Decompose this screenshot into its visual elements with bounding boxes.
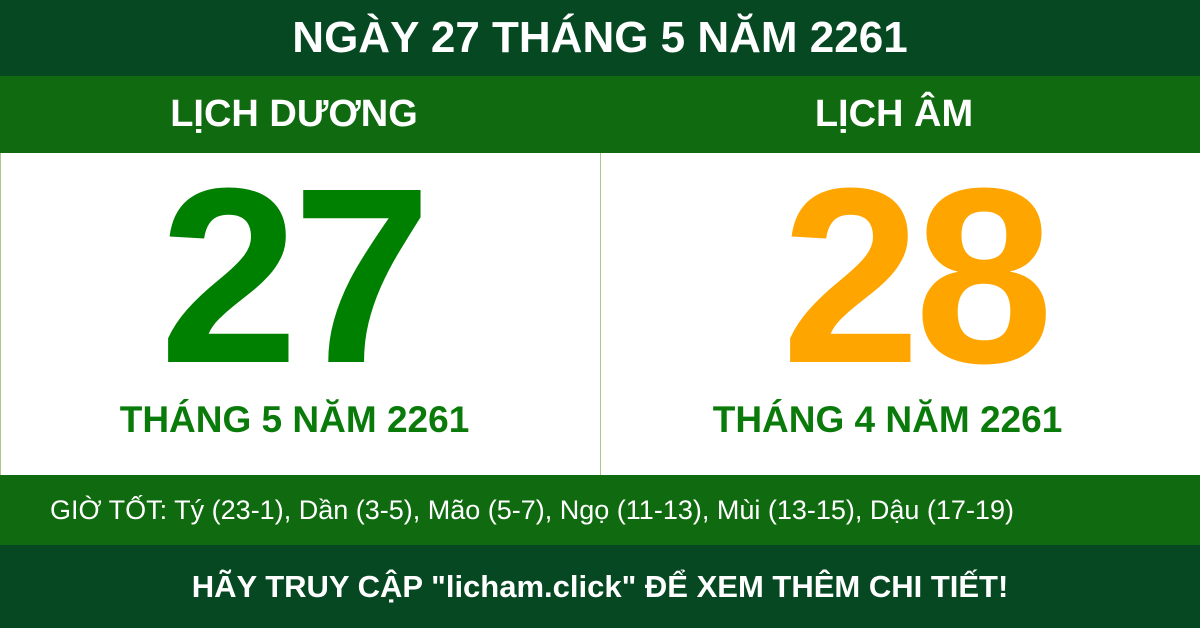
solar-label: LỊCH DƯƠNG [170,93,418,135]
lunar-month-year: THÁNG 4 NĂM 2261 [712,399,1063,440]
footer-banner: HÃY TRUY CẬP "licham.click" ĐỂ XEM THÊM … [0,545,1200,628]
page-title: NGÀY 27 THÁNG 5 NĂM 2261 [0,0,1200,76]
calendar-header: LỊCH DƯƠNG LỊCH ÂM [0,76,1200,153]
lunar-panel: 28 THÁNG 4 NĂM 2261 [600,136,1200,475]
lunar-day: 28 [781,136,1053,415]
good-hours: GIỜ TỐT: Tý (23-1), Dần (3-5), Mão (5-7)… [0,475,1200,545]
solar-day: 27 [159,136,431,415]
solar-panel: 27 THÁNG 5 NĂM 2261 [0,136,600,475]
solar-month-year: THÁNG 5 NĂM 2261 [119,399,470,440]
lunar-label: LỊCH ÂM [814,93,974,135]
